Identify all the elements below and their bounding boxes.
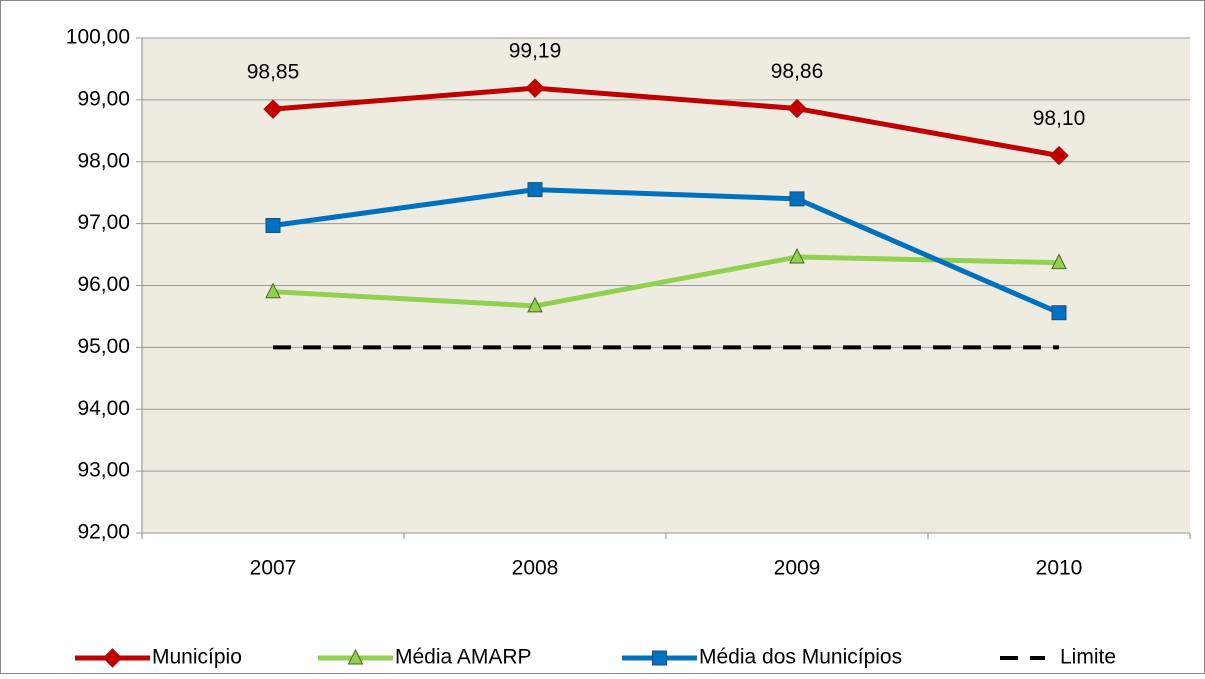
y-tick-label: 95,00 <box>77 335 130 358</box>
legend-marker <box>102 648 123 668</box>
point <box>527 182 543 198</box>
y-tick-label: 92,00 <box>77 521 130 544</box>
point <box>265 217 281 233</box>
point <box>1051 253 1067 270</box>
y-tick-label: 100,00 <box>66 26 130 49</box>
series-line <box>272 254 1060 309</box>
point <box>263 99 283 119</box>
legend-label: Município <box>152 646 242 669</box>
y-tick-label: 97,00 <box>77 211 130 234</box>
y-tick-label: 94,00 <box>77 397 130 420</box>
x-tick-label: 2010 <box>1036 557 1083 580</box>
legend-label: Limite <box>1060 646 1116 669</box>
y-tick-label: 93,00 <box>77 459 130 482</box>
point <box>789 191 805 207</box>
data-label: 98,85 <box>247 61 300 84</box>
point <box>1051 305 1067 321</box>
series-line <box>272 85 1060 159</box>
data-label: 99,19 <box>509 40 562 63</box>
x-tick-label: 2009 <box>774 557 821 580</box>
point <box>265 282 281 299</box>
legend-label: Média dos Municípios <box>699 646 902 669</box>
point <box>787 98 807 119</box>
point <box>1049 145 1069 166</box>
point <box>527 296 543 313</box>
legend-marker <box>347 648 364 665</box>
point <box>789 247 805 264</box>
y-tick-label: 96,00 <box>77 273 130 296</box>
legend-marker <box>652 650 667 666</box>
y-tick-label: 99,00 <box>77 87 130 110</box>
data-label: 98,10 <box>1033 107 1086 130</box>
legend-label: Média AMARP <box>395 646 532 669</box>
series-line <box>272 187 1060 316</box>
x-tick-label: 2007 <box>250 557 297 580</box>
x-tick-label: 2008 <box>512 557 559 580</box>
point <box>525 78 545 98</box>
y-tick-label: 98,00 <box>77 149 130 172</box>
data-label: 98,86 <box>771 60 824 83</box>
